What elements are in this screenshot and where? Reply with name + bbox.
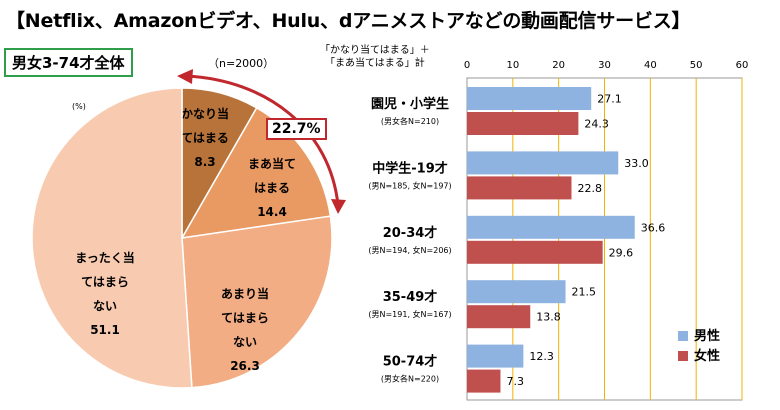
bar-metric-note-line2: 「まあ当てはまる」計 <box>325 58 425 69</box>
pie-slice-2 <box>181 215 333 389</box>
legend-label-0: 男性 <box>694 328 720 344</box>
x-tick-0: 0 <box>464 60 470 71</box>
category-note-2: (男N=194, 女N=206) <box>368 245 451 255</box>
pie-slice-1 <box>180 106 332 239</box>
bar-value-female-2: 29.6 <box>609 246 634 259</box>
pie-label-0-line-0: かなり当 <box>181 106 229 121</box>
pie-label-1-line-0: まあ当て <box>248 156 296 171</box>
sample-size-note: （n=2000） <box>208 57 275 70</box>
x-tick-4: 40 <box>644 60 657 71</box>
bar-value-female-4: 7.3 <box>506 375 524 388</box>
category-note-0: (男女各N=210) <box>381 116 439 126</box>
category-label-1: 中学生-19才 <box>372 160 448 176</box>
bar-male-2 <box>467 215 635 239</box>
bar-female-3 <box>467 305 531 329</box>
bar-male-1 <box>467 151 619 175</box>
bar-value-male-3: 21.5 <box>572 286 597 299</box>
pie-label-3-line-1: てはまら <box>81 275 129 289</box>
x-tick-3: 30 <box>598 60 611 71</box>
pie-label-3-line-2: ない <box>93 299 117 313</box>
pie-label-3-line-0: まったく当 <box>75 250 135 265</box>
pie-label-2-line-2: ない <box>233 335 257 349</box>
callout-arc <box>185 74 340 206</box>
pie-label-0: かなり当てはまる 8.3 <box>181 106 229 169</box>
callout-arrowhead-end <box>331 199 346 214</box>
category-note-1: (男N=185, 女N=197) <box>368 180 451 190</box>
x-tick-6: 60 <box>736 60 749 71</box>
chart-title: 【Netflix、Amazonビデオ、Hulu、dアニメストアなどの動画配信サー… <box>6 10 691 32</box>
bar-value-female-3: 13.8 <box>536 311 561 324</box>
pie-label-2-line-3: 26.3 <box>230 359 260 373</box>
pie-label-3-line-3: 51.1 <box>90 323 120 337</box>
bar-male-3 <box>467 280 566 304</box>
bar-chart: 0 10 20 30 40 50 60 27.1 24.3 園児・小学生 (男女各N=210) 33.… <box>368 60 749 401</box>
bar-metric-note-line1: 「かなり当てはまる」＋ <box>320 45 430 56</box>
legend-label-1: 女性 <box>694 348 720 364</box>
bar-female-2 <box>467 240 603 264</box>
x-tick-5: 50 <box>690 60 703 71</box>
bar-value-female-0: 24.3 <box>584 118 609 131</box>
pie-label-1-line-1: はまる <box>254 181 290 195</box>
pie-label-2: あまり当てはまらない 26.3 <box>221 286 269 373</box>
category-label-3: 35-49才 <box>383 289 438 305</box>
bar-value-female-1: 22.8 <box>578 182 603 195</box>
callout-arrow <box>177 69 346 214</box>
pie-label-1: まあ当てはまる 14.4 <box>248 156 296 219</box>
bar-male-0 <box>467 87 592 110</box>
bar-value-male-4: 12.3 <box>529 350 554 363</box>
bar-value-male-1: 33.0 <box>624 157 649 170</box>
pie-label-3: まったく当てはまらない 51.1 <box>75 250 135 337</box>
pie-slice-3 <box>31 87 193 389</box>
category-note-3: (男N=191, 女N=167) <box>368 309 451 319</box>
bar-value-male-2: 36.6 <box>641 221 666 234</box>
pie-label-2-line-0: あまり当 <box>221 286 269 301</box>
bar-male-4 <box>467 344 524 368</box>
callout-total: 22.7% <box>266 118 327 140</box>
category-label-0: 園児・小学生 <box>371 96 449 112</box>
pie-label-1-line-2: 14.4 <box>257 205 287 219</box>
category-note-4: (男女各N=220) <box>381 374 439 384</box>
x-tick-1: 10 <box>506 60 519 71</box>
pie-label-2-line-1: てはまら <box>221 311 269 325</box>
bar-value-male-0: 27.1 <box>597 93 622 106</box>
bar-female-1 <box>467 176 572 200</box>
legend-swatch-1 <box>678 351 688 361</box>
pie-label-0-line-1: てはまる <box>181 131 229 145</box>
bar-female-4 <box>467 369 501 393</box>
category-label-2: 20-34才 <box>383 225 438 241</box>
pie-label-0-line-2: 8.3 <box>194 155 215 169</box>
bar-metric-note: 「かなり当てはまる」＋ 「まあ当てはまる」計 <box>320 44 430 70</box>
callout-arrowhead-start <box>177 69 193 84</box>
legend-swatch-0 <box>678 331 688 341</box>
bar-female-0 <box>467 112 579 135</box>
x-tick-2: 20 <box>552 60 565 71</box>
percent-unit: (%) <box>72 102 86 111</box>
subset-label: 男女3-74才全体 <box>4 48 133 77</box>
category-label-4: 50-74才 <box>383 354 438 370</box>
